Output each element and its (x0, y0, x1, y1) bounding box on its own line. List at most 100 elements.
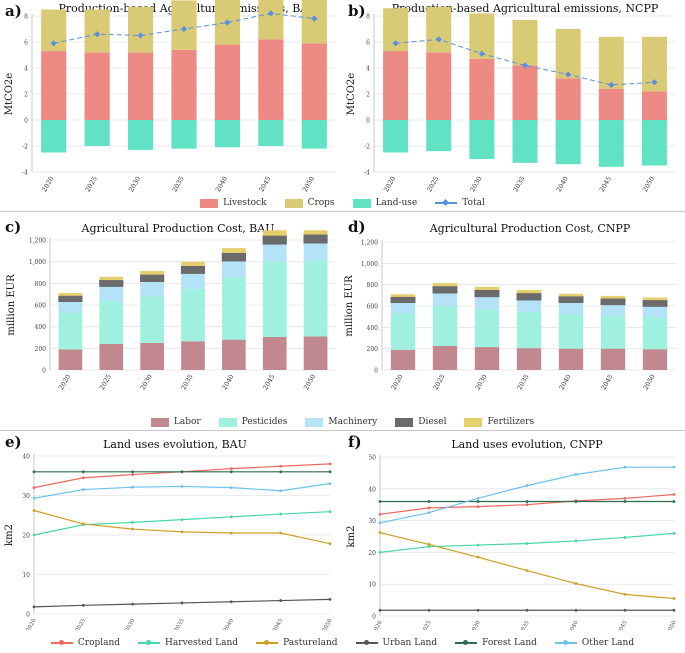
chart-d-bar-diesel-2025 (432, 286, 458, 294)
chart-c-bar-diesel-2035 (180, 265, 206, 274)
chart-e-point-harvested-land-2020 (32, 533, 36, 537)
chart-e-point-other-land-2050 (328, 482, 332, 486)
chart-f-title: Land uses evolution, CNPP (451, 438, 603, 451)
chart-c-bar-machinery-2045 (262, 244, 287, 262)
chart-e-ytick-label: 30 (22, 493, 30, 500)
chart-a-bar-livestock-2045 (258, 39, 284, 120)
chart-f-point-pastureland-2040 (574, 582, 578, 585)
chart-b-ytick-label: 2 (366, 92, 370, 99)
chart-f-point-forest-land-2025 (427, 500, 431, 503)
chart-c-ytick-label: 600 (35, 303, 47, 310)
chart-f-point-cropland-2045 (623, 496, 627, 500)
chart-f-point-urban-land-2025 (427, 608, 431, 612)
chart-d-bar-fertilizers-2035 (516, 290, 542, 294)
chart-e-ytick-label: 10 (22, 572, 30, 579)
legend-item-pastureland: Pastureland (256, 638, 338, 648)
chart-f-point-urban-land-2045 (623, 608, 627, 612)
chart-e-point-urban-land-2045 (279, 599, 283, 602)
chart-b-xtick-label: 2035 (512, 175, 527, 193)
chart-c-bar-machinery-2050 (303, 243, 328, 261)
chart-c-bar-labor-2040 (222, 339, 246, 370)
chart-e-land-bau: Land uses evolution, BAUkm20102030402020… (4, 438, 334, 630)
legend-item-crops: Crops (284, 198, 335, 208)
chart-b-ytick-label: 4 (366, 66, 370, 73)
chart-a-bar-land-use-2045 (258, 120, 284, 146)
legend-swatch-diesel (395, 417, 414, 427)
chart-a-ytick-label: 8 (24, 14, 28, 21)
chart-c-bar-diesel-2020 (58, 295, 83, 302)
chart-f-xtick-label: 2050 (666, 620, 678, 630)
chart-b-emissions-ncpp: Production-based Agricultural emissions,… (346, 2, 676, 193)
chart-f-line-other-land (379, 466, 674, 524)
chart-e-ytick-label: 0 (26, 612, 30, 619)
chart-c-bar-labor-2020 (58, 349, 83, 370)
chart-d-bar-machinery-2035 (516, 300, 542, 312)
chart-c-bar-fertilizers-2045 (262, 230, 287, 236)
chart-b-bar-land-use-2035 (512, 120, 538, 163)
chart-c-bar-machinery-2030 (140, 281, 164, 297)
chart-b-bar-crops-2040 (555, 29, 581, 79)
chart-d-bar-labor-2025 (432, 346, 458, 370)
chart-e-point-cropland-2025 (81, 476, 85, 480)
chart-e-point-forest-land-2045 (279, 470, 283, 474)
separator-bottom (0, 430, 685, 431)
chart-d-bar-fertilizers-2030 (474, 286, 500, 290)
chart-b-ytick-label: -2 (364, 144, 370, 151)
chart-b-bar-livestock-2040 (555, 78, 581, 120)
chart-e-xtick-label: 2035 (174, 618, 186, 630)
chart-a-bar-livestock-2040 (214, 44, 241, 120)
chart-b-bar-land-use-2045 (598, 120, 624, 167)
chart-c-bar-diesel-2050 (303, 234, 328, 244)
chart-c-xtick-label: 2030 (139, 373, 154, 391)
panel-label-a: a) (5, 2, 22, 20)
chart-e-ytick-label: 40 (22, 454, 30, 461)
chart-e-point-urban-land-2050 (328, 597, 332, 601)
chart-e-point-other-land-2040 (229, 486, 233, 489)
chart-f-ytick-label: 0 (372, 614, 376, 621)
chart-e-point-cropland-2050 (328, 462, 332, 466)
chart-c-bar-fertilizers-2050 (303, 230, 328, 235)
chart-c-ytick-label: 1,000 (29, 259, 46, 266)
chart-e-point-pastureland-2040 (229, 531, 233, 535)
legend-item-pesticides: Pesticides (218, 417, 288, 427)
chart-a-ytick-label: -4 (22, 170, 28, 177)
chart-f-point-forest-land-2050 (672, 500, 676, 503)
legend-swatch-labor (150, 417, 169, 427)
chart-f-point-urban-land-2020 (378, 608, 382, 612)
chart-a-bar-land-use-2020 (41, 120, 67, 153)
chart-e-point-harvested-land-2035 (180, 518, 184, 521)
legend-item-forest-land: Forest Land (455, 638, 537, 648)
chart-a-xtick-label: 2040 (214, 175, 229, 193)
chart-b-bar-land-use-2020 (383, 120, 409, 153)
legend-swatch-crops (284, 198, 303, 208)
chart-d-ytick-label: 0 (374, 368, 378, 375)
legend-label-pesticides: Pesticides (241, 417, 288, 427)
chart-e-point-other-land-2020 (32, 496, 36, 500)
chart-d-bar-diesel-2035 (516, 292, 542, 301)
legend-item-livestock: Livestock (200, 198, 267, 208)
chart-d-bar-machinery-2030 (474, 296, 500, 310)
chart-a-ytick-label: 4 (24, 66, 28, 73)
chart-e-xtick-label: 2045 (272, 618, 284, 630)
chart-c-bar-machinery-2020 (58, 301, 83, 313)
chart-e-xtick-label: 2040 (223, 618, 235, 630)
panel-label-e: e) (5, 433, 22, 451)
chart-c-bar-machinery-2025 (99, 286, 124, 301)
chart-d-bar-labor-2035 (516, 348, 542, 370)
legend-emissions: Livestock Crops Land-use Total (0, 198, 685, 208)
chart-b-ytick-label: 0 (366, 118, 370, 125)
chart-a-ylabel: MtCO2e (4, 73, 15, 115)
chart-b-xtick-label: 2050 (641, 175, 656, 193)
chart-d-bar-labor-2050 (642, 349, 668, 370)
chart-c-xtick-label: 2025 (98, 373, 113, 391)
chart-f-point-pastureland-2035 (525, 569, 529, 572)
chart-f-ytick-label: 50 (368, 455, 376, 462)
chart-a-bar-crops-2045 (258, 0, 284, 40)
chart-e-xtick-label: 2050 (322, 618, 334, 630)
chart-d-bar-labor-2045 (600, 348, 626, 370)
chart-a-xtick-label: 2030 (127, 175, 142, 193)
chart-e-point-other-land-2030 (131, 485, 135, 489)
chart-f-point-urban-land-2030 (476, 608, 480, 612)
chart-f-xtick-label: 2040 (568, 620, 580, 630)
chart-a-ytick-label: 6 (24, 40, 28, 47)
